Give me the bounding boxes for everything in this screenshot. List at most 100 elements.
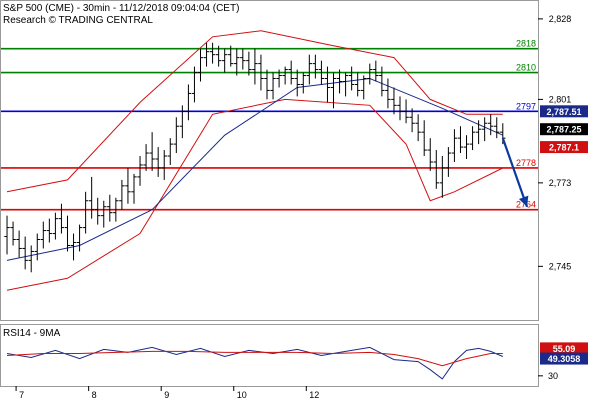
ohlc-bar: [252, 48, 258, 85]
ohlc-bar: [76, 224, 83, 252]
ohlc-bar: [167, 138, 173, 165]
ohlc-bar: [487, 114, 494, 136]
rsi-panel-title: RSI14 - 9MA: [3, 328, 61, 339]
ohlc-bar: [197, 48, 204, 82]
ohlc-bar: [427, 138, 433, 171]
ohlc-bar: [173, 117, 180, 154]
ohlc-bar: [161, 150, 167, 180]
ohlc-bar: [94, 197, 101, 225]
ohlc-bar: [403, 99, 409, 124]
x-axis-tick-label: 9: [164, 390, 169, 400]
ohlc-bar: [215, 45, 222, 67]
ohlc-bar: [397, 96, 403, 121]
x-axis-tick-label: 12: [309, 390, 319, 400]
ohlc-bar: [451, 129, 458, 162]
ohlc-bar: [40, 221, 47, 249]
ohlc-bar: [373, 60, 379, 82]
ohlc-bar: [221, 48, 228, 73]
rsi-tag-box: [540, 342, 588, 355]
ohlc-bar: [294, 69, 300, 97]
ohlc-bar: [415, 114, 421, 142]
chart-subtitle: Research © TRADING CENTRAL: [3, 15, 153, 26]
forecast-arrow-shaft: [501, 137, 529, 208]
rsi-line: [6, 346, 503, 380]
price-panel-frame: [0, 0, 539, 321]
moving-average-line: [6, 77, 504, 261]
ohlc-bar: [52, 212, 59, 240]
price-tag-text: 2,787.25: [546, 125, 581, 135]
ohlc-bar: [191, 66, 198, 103]
price-tag-box: [540, 141, 588, 154]
forecast-layer: [501, 137, 529, 208]
price-bars-layer: [4, 42, 506, 273]
ohlc-bar: [4, 215, 10, 255]
ohlc-bar: [391, 87, 397, 115]
price-tag-box: [540, 123, 588, 136]
rsi-axis-tick-label: 30: [548, 371, 558, 381]
x-axis-tick-label: 10: [237, 390, 247, 400]
level-label: 2797: [516, 101, 536, 111]
rsi-tag: 55.09: [540, 342, 588, 355]
ohlc-bar: [318, 60, 325, 85]
ohlc-bar: [137, 156, 143, 186]
ohlc-bar: [203, 42, 210, 67]
ohlc-bar: [421, 120, 427, 157]
ohlc-bar: [433, 150, 440, 189]
ohlc-bar: [185, 84, 192, 121]
upper-band-line: [6, 30, 503, 193]
rsi-signal-line: [6, 350, 503, 367]
ohlc-bar: [46, 218, 53, 243]
ohlc-bar: [348, 66, 355, 91]
ohlc-bar: [246, 51, 252, 76]
price-tag: 2,787.51: [540, 105, 588, 118]
ohlc-bar: [469, 126, 476, 151]
ohlc-bar: [125, 167, 131, 204]
ohlc-bar: [113, 197, 119, 222]
ohlc-bar: [28, 245, 34, 273]
ohlc-bar: [228, 45, 234, 67]
price-tag: 2,787.25: [540, 123, 588, 136]
ohlc-bar: [306, 54, 313, 85]
ohlc-bar: [149, 132, 155, 171]
ohlc-bar: [494, 117, 500, 139]
ohlc-bar: [475, 120, 482, 145]
ohlc-bar: [342, 72, 349, 97]
price-tag-box: [540, 105, 588, 118]
rsi-tag: 49.3058: [540, 352, 588, 365]
y-axis-tick-label: 2,773: [549, 178, 572, 188]
ohlc-bar: [481, 117, 488, 142]
ohlc-bar: [258, 54, 264, 91]
ohlc-bar: [70, 233, 77, 261]
y-axis-tick-label: 2,745: [549, 261, 572, 271]
level-label: 2810: [516, 63, 536, 73]
chart-title: S&P 500 (CME) - 30min - 11/12/2018 09:04…: [3, 3, 239, 14]
ohlc-bar: [385, 78, 391, 109]
level-label: 2818: [516, 39, 536, 49]
ohlc-bar: [240, 48, 246, 70]
y-axis-tick-label: 2,801: [549, 94, 572, 104]
ohlc-bar: [101, 200, 107, 228]
x-axis-tick-label: 7: [19, 390, 24, 400]
ohlc-bar: [34, 233, 40, 261]
ohlc-bar: [64, 215, 71, 252]
level-label: 2778: [516, 158, 536, 168]
ohlc-bar: [179, 105, 186, 139]
ohlc-bar: [10, 221, 16, 246]
ohlc-bar: [330, 72, 337, 109]
axes-layer: 2,828 2,801 2,773 2,745 30 7 8 9 10 12: [15, 14, 572, 400]
rsi-tag-text: 49.3058: [548, 354, 581, 364]
ohlc-bar: [131, 173, 137, 204]
ohlc-bar: [361, 75, 367, 100]
ohlc-bar: [270, 72, 276, 100]
ohlc-bar: [88, 176, 95, 219]
ohlc-bar: [457, 126, 464, 154]
rsi-panel-frame: [0, 324, 539, 387]
ohlc-bar: [282, 66, 288, 85]
ohlc-bar: [367, 63, 373, 85]
rsi-layer: [6, 346, 503, 380]
price-tag-text: 2,787.1: [549, 143, 579, 153]
ohlc-bar: [463, 135, 470, 160]
ohlc-bar: [336, 69, 343, 94]
ohlc-bar: [288, 60, 294, 85]
